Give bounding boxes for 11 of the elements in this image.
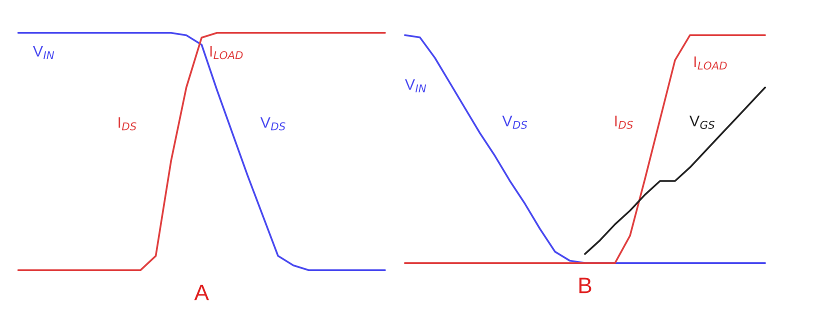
text: I$_{DS}$: [118, 117, 136, 130]
annotation: I$_{LOAD}$: [694, 56, 727, 70]
series-label: V$_{DS}$: [502, 116, 528, 129]
series-label: I$_{DS}$: [615, 116, 633, 129]
x-axis-title: B: [579, 278, 592, 294]
series-label: V$_{GS}$: [690, 116, 715, 129]
x-axis-title: A: [194, 284, 209, 300]
annotation: V$_{IN}$: [404, 79, 426, 92]
annotation: V$_{IN}$: [32, 46, 54, 60]
annotation: I$_{LOAD}$: [210, 46, 243, 60]
series-label: V$_{DS}$: [260, 117, 286, 130]
